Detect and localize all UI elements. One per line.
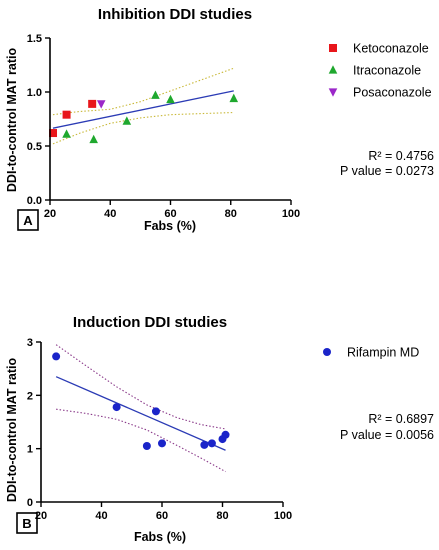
panel-a-letter-box [17, 209, 39, 231]
panel-b-x-tick-label: 40 [95, 510, 107, 522]
panel-b-letter: B [22, 516, 31, 531]
panel-a-point [88, 99, 97, 108]
panel-b-point [200, 440, 209, 449]
panel-a-r2: R² = 0.4756 [368, 149, 434, 163]
panel-b-point [52, 352, 61, 361]
panel-b-xlabel: Fabs (%) [134, 530, 186, 544]
panel-a-regression-line [52, 90, 234, 129]
panel-a-ylabel: DDI-to-control MAT ratio [5, 48, 19, 193]
panel-b-x-tick-label: 100 [274, 510, 292, 522]
panel-b-r2: R² = 0.6897 [368, 412, 434, 426]
panel-b-ci-lower [56, 408, 226, 473]
panel-a-ci-lower [52, 111, 234, 145]
panel-a-x-tick-label: 80 [225, 208, 237, 220]
panel-b-point [151, 407, 160, 416]
panel-b-letter-box [16, 512, 38, 534]
panel-a-point [62, 110, 71, 119]
panel-a-x-tick-label: 60 [164, 208, 176, 220]
panel-a-y-tick-label: 1.5 [27, 33, 42, 45]
panel-a-legend-label: Posaconazole [353, 86, 432, 100]
panel-b-ci-upper [55, 344, 226, 430]
panel-b-regression-line [55, 376, 226, 451]
panel-a-point [62, 129, 71, 138]
panel-a-pvalue: P value = 0.0273 [340, 164, 434, 178]
panel-a-title: Inhibition DDI studies [98, 6, 252, 23]
panel-a-y-tick-label: 0.5 [27, 141, 42, 153]
panel-b-ylabel: DDI-to-control MAT ratio [5, 358, 19, 503]
panel-a-point [229, 93, 239, 103]
panel-a-legend-marker [328, 65, 338, 74]
panel-a-legend-marker [329, 44, 337, 52]
panel-b-point [158, 439, 166, 448]
panel-a-point [96, 100, 106, 109]
panel-a-ci-upper [52, 67, 234, 116]
panel-b-point [207, 439, 216, 448]
panel-a-x-tick-label: 20 [44, 208, 56, 220]
panel-a-y-tick-label: 1.0 [27, 87, 42, 99]
panel-a-point [122, 116, 132, 125]
panel-b-point [112, 403, 121, 412]
panel-b-chart: Induction DDI studies DDI-to-control MAT… [5, 314, 434, 544]
panel-a-xlabel: Fabs (%) [144, 219, 196, 233]
panel-b-y-tick-label: 3 [27, 337, 33, 349]
panel-b-pvalue: P value = 0.0056 [340, 428, 434, 442]
panel-b-point [221, 430, 230, 439]
panel-a-x-tick-label: 100 [282, 208, 300, 220]
panel-a-point [151, 90, 160, 99]
panel-b-point [142, 442, 151, 450]
panel-b-legend-label: Rifampin MD [347, 346, 419, 360]
panel-a-y-tick-label: 0.0 [27, 195, 42, 207]
panel-b-y-tick-label: 2 [27, 390, 33, 402]
panel-a-chart: Inhibition DDI studies DDI-to-control MA… [5, 6, 434, 233]
panel-b-x-tick-label: 20 [35, 510, 47, 522]
panel-b-y-tick-label: 1 [27, 444, 33, 456]
panel-b-legend-marker [323, 348, 331, 356]
panel-b-x-tick-label: 80 [216, 510, 228, 522]
panel-b-title: Induction DDI studies [73, 314, 227, 331]
panel-b-y-tick-label: 0 [27, 497, 33, 509]
panel-a-legend-label: Itraconazole [353, 64, 421, 78]
panel-a-point [166, 94, 175, 104]
panel-a-point [49, 129, 58, 138]
panel-a-legend-label: Ketoconazole [353, 42, 429, 56]
panel-a-point [89, 134, 98, 144]
panel-a-letter: A [23, 213, 33, 228]
panel-a-x-tick-label: 40 [104, 208, 116, 220]
panel-a-legend-marker [328, 88, 338, 97]
panel-b-x-tick-label: 60 [156, 510, 168, 522]
